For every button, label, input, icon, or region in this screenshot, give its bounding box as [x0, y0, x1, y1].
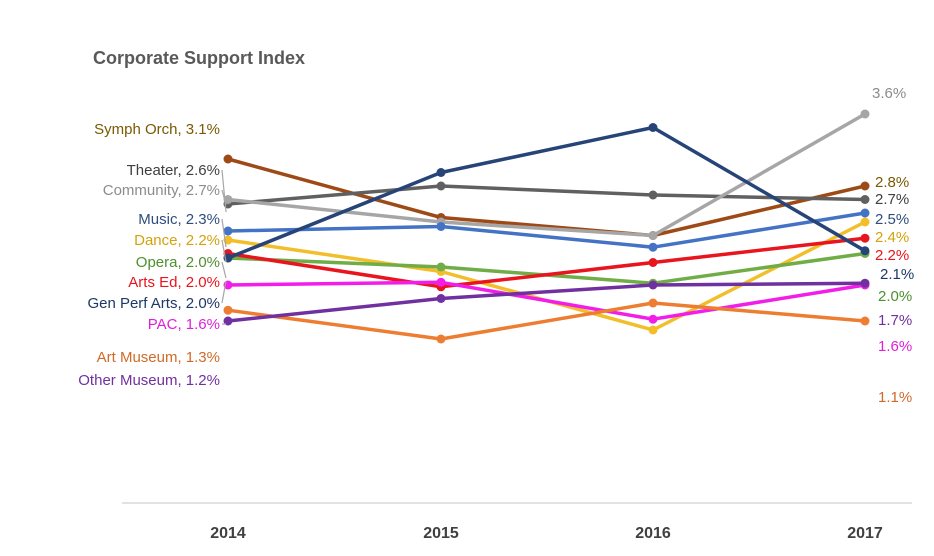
start-label-dance: Dance, 2.2%: [134, 232, 220, 249]
leader-line-gen-perf-arts: [221, 280, 227, 304]
leader-line-dance: [221, 239, 227, 263]
data-point-gen-perf-arts-2017: [860, 246, 870, 256]
leader-line-music: [221, 218, 227, 248]
leader-line-theater: [221, 169, 227, 213]
data-point-other-museum-2015: [436, 294, 446, 303]
data-point-art-museum-2017: [860, 316, 870, 326]
data-point-art-museum-2014: [223, 305, 233, 315]
data-point-symph-orch-2017: [860, 181, 870, 191]
series-line-art-museum: [226, 301, 867, 341]
start-label-theater: Theater, 2.6%: [127, 162, 220, 179]
start-label-other-museum: Other Museum, 1.2%: [78, 372, 220, 389]
start-label-opera: Opera, 2.0%: [136, 254, 220, 271]
data-point-symph-orch-2014: [223, 154, 233, 164]
series-line-arts-ed: [226, 236, 867, 289]
start-label-gen-perf-arts: Gen Perf Arts, 2.0%: [87, 295, 220, 312]
data-point-music-2016: [648, 242, 658, 252]
leader-line-opera: [221, 261, 227, 279]
series-line-theater: [226, 184, 867, 206]
data-point-pac-2016: [648, 314, 658, 324]
end-label-dance: 2.4%: [875, 229, 909, 246]
x-tick-label-2014: 2014: [210, 525, 246, 542]
data-point-art-museum-2016: [648, 298, 658, 308]
data-point-theater-2015: [436, 181, 446, 191]
start-label-arts-ed: Arts Ed, 2.0%: [128, 274, 220, 291]
end-label-symph-orch: 2.8%: [875, 174, 909, 191]
data-point-opera-2015: [436, 262, 446, 272]
data-point-dance-2016: [648, 325, 658, 335]
data-point-community-2016: [648, 231, 658, 240]
start-label-community: Community, 2.7%: [103, 182, 220, 199]
data-point-theater-2016: [648, 190, 658, 200]
series-line-gen-perf-arts: [226, 125, 867, 260]
data-point-other-museum-2014: [223, 316, 233, 326]
data-point-community-2017: [860, 109, 870, 119]
data-point-music-2014: [223, 226, 233, 236]
end-label-theater: 2.7%: [875, 191, 909, 208]
series-line-pac: [226, 280, 867, 321]
start-label-art-museum: Art Museum, 1.3%: [97, 349, 220, 366]
data-point-theater-2017: [860, 195, 870, 204]
data-point-music-2017: [860, 208, 870, 218]
data-point-dance-2017: [860, 217, 870, 227]
data-point-music-2015: [436, 222, 446, 231]
data-point-other-museum-2017: [860, 278, 870, 288]
data-point-arts-ed-2016: [648, 258, 658, 267]
leader-line-community: [221, 189, 227, 206]
start-label-music: Music, 2.3%: [138, 211, 220, 228]
series-line-music: [226, 211, 867, 249]
end-label-pac: 1.6%: [878, 338, 912, 355]
x-tick-label-2016: 2016: [635, 525, 671, 542]
start-label-pac: PAC, 1.6%: [148, 316, 220, 333]
data-point-arts-ed-2017: [860, 233, 870, 243]
data-point-gen-perf-arts-2016: [648, 123, 658, 132]
chart-title: Corporate Support Index: [93, 48, 306, 68]
x-tick-label-2015: 2015: [423, 525, 459, 542]
end-label-music: 2.5%: [875, 211, 909, 228]
start-label-symph-orch: Symph Orch, 3.1%: [94, 121, 220, 138]
data-point-pac-2015: [436, 277, 446, 287]
end-label-community: 3.6%: [872, 85, 906, 102]
end-label-other-museum: 1.7%: [878, 312, 912, 329]
data-point-other-museum-2016: [648, 280, 658, 290]
series-line-other-museum: [226, 281, 867, 323]
end-label-arts-ed: 2.2%: [875, 247, 909, 264]
x-tick-label-2017: 2017: [847, 525, 883, 542]
end-label-opera: 2.0%: [878, 288, 912, 305]
data-point-art-museum-2015: [436, 334, 446, 344]
end-label-gen-perf-arts: 2.1%: [880, 266, 914, 283]
end-label-art-museum: 1.1%: [878, 389, 912, 406]
series-line-community: [226, 112, 867, 238]
series-line-symph-orch: [226, 157, 867, 238]
data-point-gen-perf-arts-2015: [436, 168, 446, 177]
